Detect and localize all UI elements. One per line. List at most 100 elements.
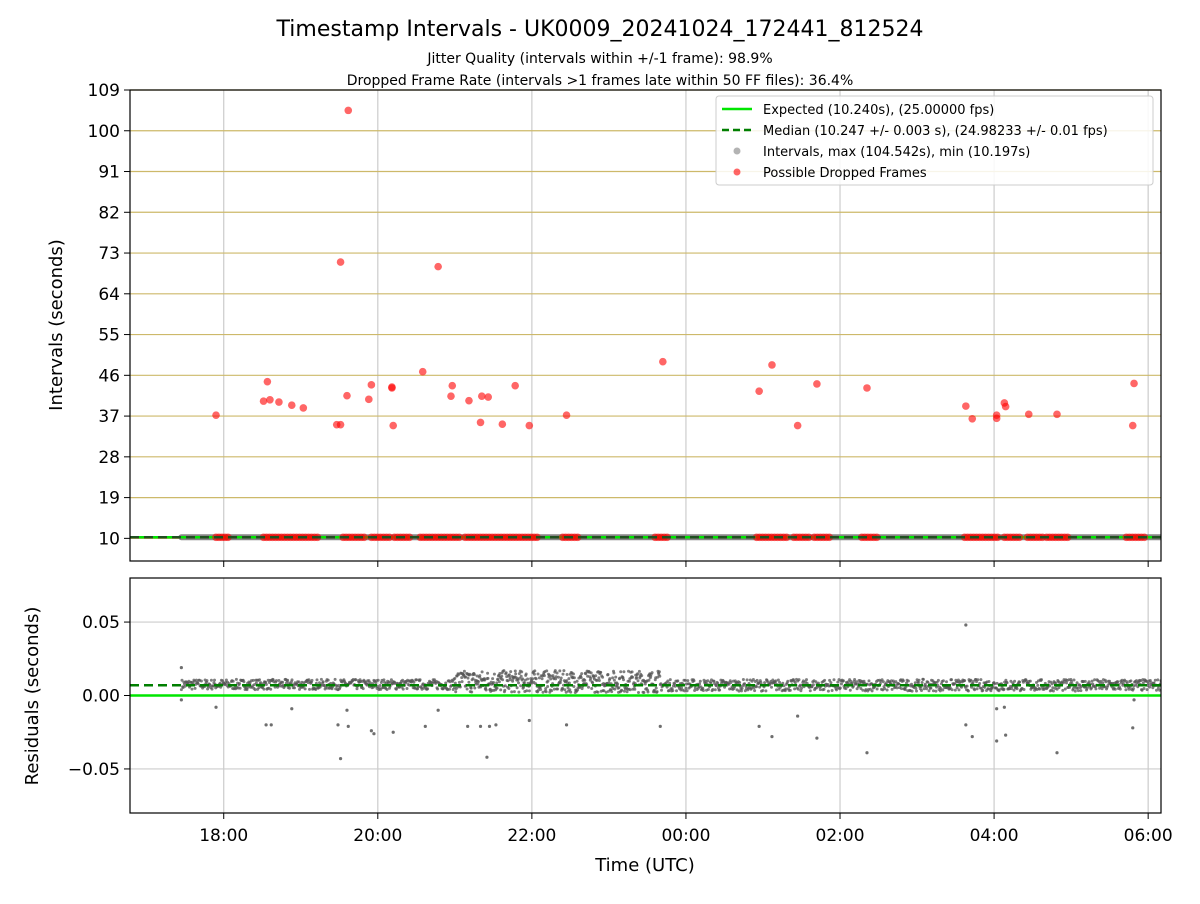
- residual-point: [354, 678, 358, 682]
- residual-outlier-point: [1004, 733, 1008, 737]
- residual-point: [1002, 687, 1006, 691]
- residual-point: [467, 680, 471, 684]
- residual-point: [628, 688, 632, 692]
- residual-point: [454, 690, 458, 694]
- residual-point: [368, 681, 372, 685]
- residual-point: [361, 687, 365, 691]
- intervals-y-tick-label: 91: [98, 163, 120, 183]
- residual-point: [179, 688, 183, 692]
- residual-point: [616, 682, 620, 686]
- residual-point: [786, 679, 790, 683]
- residual-point: [983, 685, 987, 689]
- dropped-frame-point: [465, 396, 473, 405]
- residual-point: [537, 676, 541, 680]
- residual-point: [534, 677, 538, 681]
- residual-point: [658, 674, 662, 678]
- residual-point: [288, 686, 291, 690]
- residual-point: [637, 691, 640, 694]
- residual-point: [636, 672, 640, 676]
- residual-point: [500, 674, 504, 678]
- residual-point: [1146, 681, 1150, 685]
- residual-point: [929, 686, 933, 690]
- residual-point: [318, 681, 321, 685]
- residual-outlier-point: [796, 714, 800, 718]
- residual-point: [506, 679, 510, 683]
- residual-point: [326, 678, 330, 682]
- residual-point: [521, 677, 525, 681]
- residual-outlier-point: [658, 724, 662, 728]
- residual-point: [622, 670, 626, 674]
- residual-point: [778, 680, 782, 684]
- residual-point: [955, 686, 959, 690]
- residual-point: [606, 673, 610, 676]
- residual-point: [555, 671, 559, 675]
- residual-point: [614, 675, 618, 679]
- residual-point: [917, 678, 921, 682]
- residual-point: [711, 688, 715, 691]
- residual-point: [883, 687, 887, 691]
- residual-point: [594, 674, 598, 678]
- residual-outlier-point: [865, 751, 869, 755]
- dropped-frame-point-baseline: [782, 533, 791, 542]
- residual-point: [818, 688, 822, 692]
- residual-point: [476, 682, 480, 686]
- dropped-frame-point: [962, 402, 970, 410]
- residual-point: [211, 684, 215, 688]
- residual-point: [775, 688, 778, 692]
- residuals-panel: −0.05 0.00 0.05 18:00 20:00 22:00 00:00 02:00 0…: [22, 577, 1173, 876]
- residual-point: [277, 679, 281, 682]
- x-tick-label: 02:00: [816, 826, 865, 846]
- residual-point: [503, 688, 507, 692]
- residual-outlier-point: [527, 718, 531, 723]
- residual-point: [563, 688, 567, 692]
- residual-point: [630, 670, 634, 674]
- residual-point: [619, 670, 623, 674]
- residual-point: [729, 681, 733, 684]
- residual-point: [903, 688, 907, 692]
- residual-point: [502, 669, 506, 673]
- residual-point: [418, 678, 422, 682]
- residual-point: [607, 681, 611, 685]
- residual-point: [1145, 688, 1149, 692]
- residual-point: [936, 683, 940, 687]
- residual-point: [199, 679, 203, 683]
- residual-point: [378, 684, 382, 687]
- residual-point: [567, 681, 571, 685]
- residual-point: [284, 681, 288, 685]
- residual-point: [483, 678, 487, 682]
- residual-point: [832, 678, 836, 682]
- residual-point: [517, 690, 521, 694]
- residual-point: [559, 676, 563, 680]
- residuals-y-tick-label: −0.05: [68, 760, 120, 780]
- residual-point: [464, 675, 468, 679]
- intervals-panel: 10 19 28 37 46 55 64 73 82 91 100 109 Intervals (se…: [46, 81, 1162, 567]
- residual-point: [617, 686, 621, 690]
- residual-point: [685, 689, 689, 693]
- residual-point: [238, 682, 241, 685]
- residual-point: [1124, 688, 1128, 692]
- residual-point: [258, 678, 261, 682]
- residual-point: [1028, 679, 1032, 683]
- residual-point: [622, 689, 626, 693]
- residual-point: [355, 687, 359, 691]
- residual-point: [1087, 680, 1091, 684]
- residual-point: [190, 687, 194, 691]
- residual-point: [550, 689, 554, 693]
- dropped-frame-point: [1053, 410, 1061, 419]
- residual-point: [564, 690, 568, 694]
- residual-point: [414, 678, 418, 682]
- residual-point: [647, 678, 651, 682]
- residual-point: [646, 690, 650, 694]
- residual-point: [524, 672, 528, 676]
- residual-point: [761, 689, 765, 692]
- residual-point: [539, 688, 543, 691]
- residuals-data: [130, 623, 1161, 761]
- dropped-frame-point: [755, 387, 763, 395]
- intervals-y-tick-label: 10: [98, 529, 120, 549]
- residual-point: [486, 676, 490, 680]
- residual-point: [1135, 679, 1138, 683]
- dropped-frame-point: [365, 395, 373, 404]
- residual-point: [590, 687, 594, 690]
- residual-point: [587, 685, 590, 689]
